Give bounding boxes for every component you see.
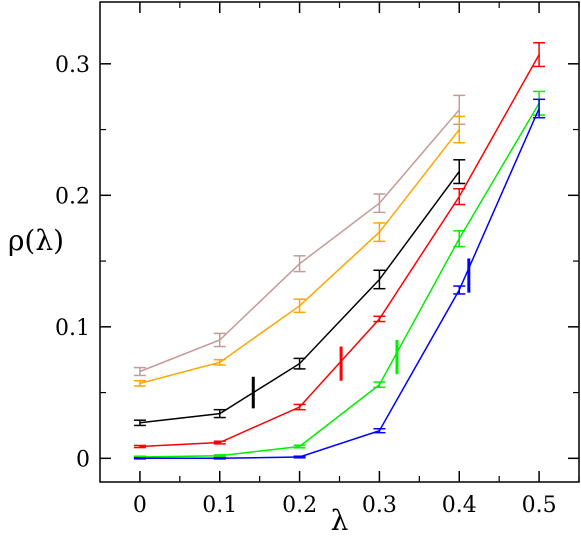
x-tick-label: 0.3 bbox=[362, 493, 397, 518]
x-tick-label: 0.1 bbox=[202, 493, 237, 518]
y-tick-label: 0.1 bbox=[55, 316, 90, 341]
y-tick-label: 0 bbox=[76, 447, 90, 472]
series-line bbox=[139, 54, 540, 448]
x-tick-label: 0.5 bbox=[522, 493, 557, 518]
series-line bbox=[139, 109, 460, 373]
series-line bbox=[139, 108, 540, 460]
y-tick-label: 0.2 bbox=[55, 184, 90, 209]
series-line bbox=[139, 102, 540, 458]
x-tick-label: 0.2 bbox=[282, 493, 317, 518]
x-tick-label: 0.4 bbox=[442, 493, 477, 518]
x-axis-label: λ bbox=[331, 504, 349, 537]
axis-ticks: 0 0.1 0.2 0.3 0.4 0.5 0 0.1 0.2 0.3 bbox=[55, 2, 580, 518]
plot-frame bbox=[99, 1, 580, 483]
y-axis-label: ρ(λ) bbox=[8, 224, 64, 257]
y-tick-label: 0.3 bbox=[55, 53, 90, 78]
chart-marks bbox=[133, 42, 546, 460]
series-line bbox=[139, 171, 460, 424]
x-tick-label: 0 bbox=[133, 493, 147, 518]
